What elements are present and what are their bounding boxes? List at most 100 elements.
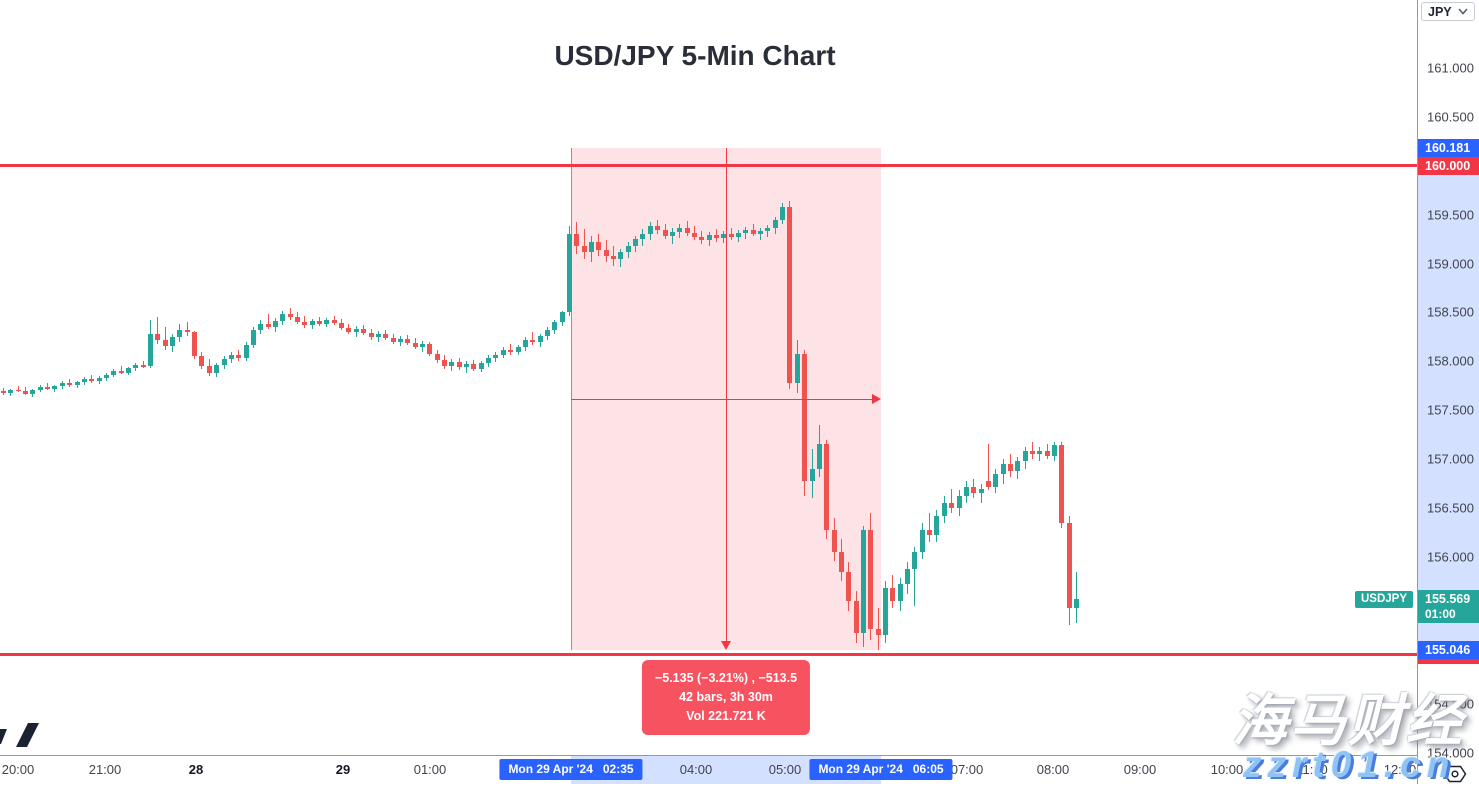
candle-wick bbox=[532, 332, 534, 345]
candle-body bbox=[8, 389, 14, 393]
candle-wick bbox=[69, 378, 71, 387]
price-tick-label: 159.500 bbox=[1427, 207, 1474, 223]
candle-body bbox=[647, 226, 653, 235]
candle-body bbox=[589, 242, 594, 252]
gear-icon[interactable] bbox=[1443, 764, 1467, 784]
candle-body bbox=[985, 480, 991, 487]
price-level-line-lower[interactable] bbox=[0, 653, 1417, 657]
price-tick-label: 154.000 bbox=[1427, 745, 1474, 761]
candle-wick bbox=[164, 327, 166, 350]
measure-high-price-badge: 160.181 bbox=[1418, 139, 1479, 158]
candle-body bbox=[346, 328, 352, 333]
candle-body bbox=[750, 230, 756, 235]
candle-body bbox=[713, 235, 719, 239]
candle-body bbox=[464, 364, 470, 368]
price-tick-label: 157.000 bbox=[1427, 451, 1474, 467]
candle-body bbox=[794, 353, 800, 383]
candle-body bbox=[52, 385, 58, 389]
candles-layer bbox=[1, 200, 1080, 650]
candle-body bbox=[574, 234, 580, 246]
measure-volume-stat: Vol 221.721 K bbox=[686, 709, 766, 724]
candle-body bbox=[993, 473, 999, 487]
candle-body bbox=[978, 488, 984, 494]
candle-body bbox=[596, 242, 602, 250]
candle-body bbox=[280, 314, 286, 322]
candle-wick bbox=[1039, 447, 1041, 462]
candle-body bbox=[427, 343, 433, 354]
candle-body bbox=[611, 255, 617, 259]
time-tick-label: 04:00 bbox=[679, 762, 713, 777]
measure-change-stat: −5.135 (−3.21%) , −513.5 bbox=[654, 671, 798, 686]
candle-body bbox=[743, 230, 749, 234]
time-tick-label: 21:00 bbox=[88, 762, 122, 777]
candle-body bbox=[802, 353, 808, 481]
candle-body bbox=[1007, 464, 1013, 471]
candle-body bbox=[478, 363, 484, 370]
candle-body bbox=[831, 529, 837, 553]
time-tick-label: 09:00 bbox=[1123, 762, 1157, 777]
candle-body bbox=[500, 349, 506, 355]
candle-body bbox=[59, 382, 65, 386]
candle-body bbox=[883, 588, 888, 636]
candle-body bbox=[508, 349, 514, 352]
time-axis[interactable]: 20:00 21:00 28 29 01:00 04:00 05:00 07:00 08:00 0… bbox=[0, 755, 1479, 784]
candle-body bbox=[860, 529, 866, 634]
candle-body bbox=[23, 390, 29, 394]
candle-body bbox=[67, 382, 73, 385]
candle-body bbox=[1059, 445, 1065, 523]
chart-plot-area[interactable]: USD/JPY 5-Min Chart −5.135 (−3.21%) , −5… bbox=[0, 0, 1417, 755]
candle-body bbox=[1030, 451, 1035, 455]
candle-body bbox=[184, 330, 190, 333]
time-tick-label: 12:00 bbox=[1383, 762, 1417, 777]
candle-body bbox=[228, 355, 234, 360]
candle-body bbox=[633, 239, 639, 246]
candle-body bbox=[361, 329, 367, 333]
price-level-line-upper[interactable] bbox=[0, 164, 1417, 168]
candle-body bbox=[148, 333, 153, 367]
measure-end-time-badge: Mon 29 Apr '24 06:05 bbox=[809, 759, 953, 780]
upper-line-price-badge: 160.000 bbox=[1418, 156, 1479, 175]
price-tick-label: 158.500 bbox=[1427, 304, 1474, 320]
candle-body bbox=[111, 371, 117, 376]
candle-wick bbox=[120, 366, 122, 375]
price-tick-label: 156.500 bbox=[1427, 500, 1474, 516]
candle-wick bbox=[951, 488, 953, 513]
candle-body bbox=[919, 529, 925, 553]
candle-body bbox=[912, 552, 918, 569]
candle-body bbox=[74, 381, 80, 385]
candle-body bbox=[302, 322, 308, 326]
candle-wick bbox=[929, 512, 931, 543]
candle-body bbox=[272, 321, 278, 328]
currency-selector-dropdown[interactable]: JPY bbox=[1421, 2, 1475, 21]
candle-body bbox=[177, 330, 183, 337]
price-tick-label: 156.000 bbox=[1427, 549, 1474, 565]
candle-body bbox=[618, 251, 624, 259]
candle-body bbox=[155, 333, 161, 340]
candle-wick bbox=[47, 382, 49, 390]
candle-body bbox=[192, 332, 198, 357]
candle-body bbox=[383, 333, 389, 338]
candle-body bbox=[1044, 451, 1050, 457]
candle-wick bbox=[987, 444, 989, 491]
candle-wick bbox=[157, 317, 159, 344]
candle-body bbox=[890, 588, 896, 601]
candle-body bbox=[846, 571, 852, 601]
time-tick-label: 29 bbox=[335, 762, 351, 777]
candle-wick bbox=[466, 361, 468, 374]
candle-body bbox=[530, 339, 536, 342]
time-tick-label: 05:00 bbox=[768, 762, 802, 777]
candle-body bbox=[96, 377, 102, 381]
candle-body bbox=[662, 230, 668, 237]
candle-wick bbox=[186, 322, 188, 336]
price-tick-label: 157.500 bbox=[1427, 402, 1474, 418]
candle-body bbox=[397, 338, 403, 342]
candle-body bbox=[838, 552, 844, 572]
candle-body bbox=[250, 330, 256, 345]
time-tick-label: 10:00 bbox=[1210, 762, 1244, 777]
candle-body bbox=[684, 228, 690, 234]
candle-body bbox=[853, 600, 859, 634]
broker-logo-partial bbox=[0, 723, 39, 747]
candle-wick bbox=[583, 229, 585, 259]
measure-low-price-badge: 155.046 bbox=[1418, 641, 1479, 660]
price-axis[interactable]: 161.000 160.500 160.000 159.500 159.000 158.5… bbox=[1417, 0, 1479, 784]
